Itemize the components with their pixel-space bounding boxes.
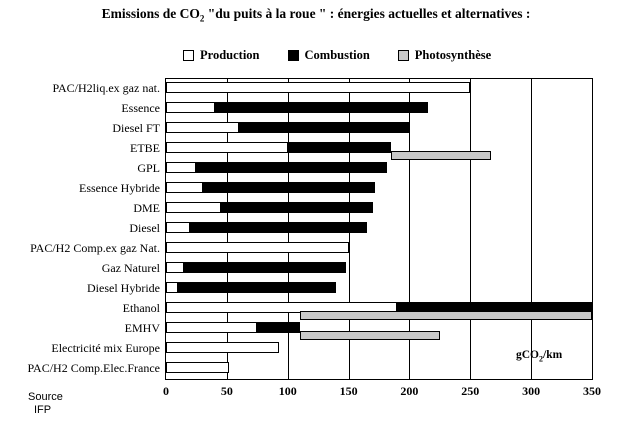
category-label: PAC/H2 Comp.ex gaz Nat. (30, 241, 160, 255)
chart-legend: Production Combustion Photosynthèse (183, 48, 491, 63)
category-label: Essence (121, 101, 160, 115)
bar-combustion (178, 282, 337, 293)
chart-title-subscript: 2 (199, 13, 205, 24)
legend-swatch-icon (287, 50, 299, 61)
bar-production (166, 122, 239, 133)
category-label: Electricité mix Europe (51, 341, 160, 355)
source-note: Source IFP (28, 391, 63, 417)
gridline-250 (470, 79, 472, 379)
bar-combustion (184, 262, 347, 273)
bar-production (166, 162, 197, 173)
bar-combustion (196, 162, 388, 173)
bar-combustion (190, 222, 367, 233)
x-tick-label: 150 (339, 384, 358, 398)
x-tick-label: 0 (163, 384, 169, 398)
category-label: PAC/H2liq.ex gaz nat. (52, 81, 160, 95)
source-line2: IFP (34, 404, 52, 416)
bar-production (166, 102, 215, 113)
category-label: GPL (137, 161, 160, 175)
bar-production (166, 222, 191, 233)
bar-photosynthese (299, 330, 440, 340)
gridline-300 (531, 79, 533, 379)
category-label: Essence Hybride (79, 181, 160, 195)
category-label: DME (133, 201, 160, 215)
category-label: ETBE (130, 141, 160, 155)
legend-label: Combustion (304, 48, 370, 62)
bar-photosynthese (299, 310, 592, 320)
x-tick-label: 300 (522, 384, 541, 398)
chart-title-pre: Emissions de CO (101, 6, 200, 21)
x-tick-label: 50 (220, 384, 233, 398)
bar-combustion (287, 142, 392, 153)
category-label: Ethanol (122, 301, 160, 315)
source-line1: Source (28, 391, 63, 403)
bar-production (166, 202, 221, 213)
legend-label: Photosynthèse (414, 48, 492, 62)
bar-combustion (239, 122, 410, 133)
x-tick-label: 200 (400, 384, 419, 398)
bar-photosynthese (391, 150, 491, 160)
bar-combustion (257, 322, 300, 333)
legend-swatch-icon (397, 50, 409, 61)
bar-production (166, 362, 230, 373)
bar-production (166, 322, 258, 333)
axis-unit-post: /km (543, 349, 563, 361)
axis-unit-subscript: 2 (539, 354, 543, 364)
category-label: Gaz Naturel (101, 261, 160, 275)
bar-production (166, 262, 185, 273)
bar-production (166, 142, 288, 153)
gridline-200 (409, 79, 411, 379)
legend-item-0: Production (183, 48, 260, 63)
chart-title-post: "du puits à la roue " : énergies actuell… (204, 6, 531, 21)
bar-production (166, 282, 179, 293)
bar-production (166, 182, 203, 193)
bar-production (166, 302, 398, 313)
axis-unit-pre: gCO (516, 349, 539, 361)
bar-production (166, 82, 471, 93)
category-label: PAC/H2 Comp.Elec.France (27, 361, 160, 375)
bar-combustion (202, 182, 376, 193)
category-label: Diesel FT (112, 121, 160, 135)
category-label: Diesel (129, 221, 160, 235)
legend-swatch-icon (183, 50, 194, 61)
chart-title: Emissions de CO2 "du puits à la roue " :… (0, 6, 632, 24)
legend-item-2: Photosynthèse (397, 48, 492, 63)
bar-production (166, 342, 280, 353)
x-tick-label: 100 (278, 384, 297, 398)
category-label: EMHV (124, 321, 160, 335)
bar-combustion (214, 102, 428, 113)
bar-combustion (220, 202, 373, 213)
legend-item-1: Combustion (287, 48, 370, 63)
x-tick-label: 350 (583, 384, 601, 398)
plot-area (165, 78, 593, 380)
axis-unit-label: gCO2/km (516, 349, 562, 363)
legend-label: Production (200, 48, 260, 62)
x-tick-label: 250 (461, 384, 480, 398)
category-label: Diesel Hybride (87, 281, 160, 295)
bar-production (166, 242, 349, 253)
